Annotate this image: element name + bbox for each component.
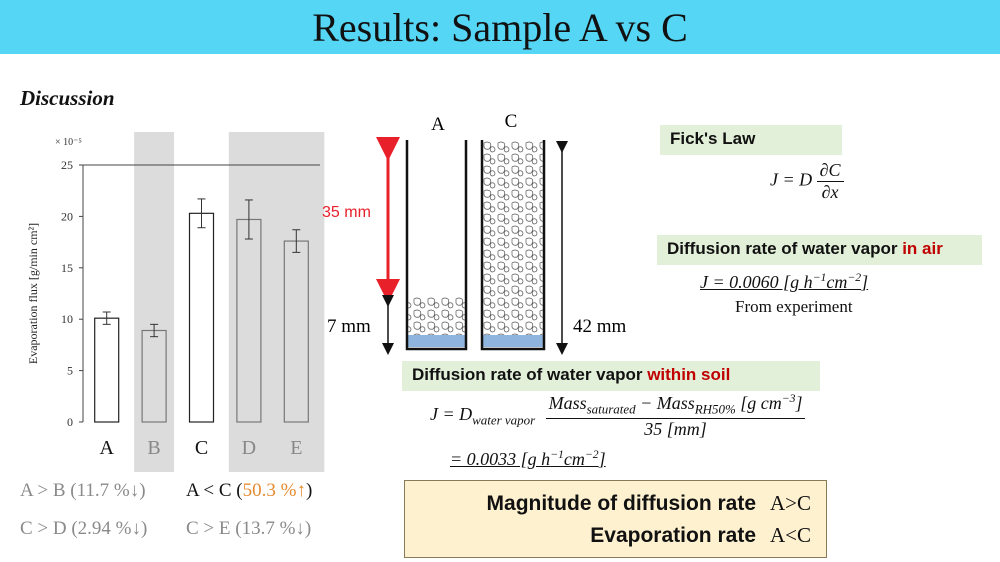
x-tick-label-a: A [99,437,114,459]
y-tick-label: 25 [61,158,73,172]
bar-c [188,212,215,423]
summary-row-diffusion: Magnitude of diffusion rate A>C [486,491,812,515]
ficks-law-equation: J = D ∂C ∂x [770,160,844,203]
air-diffusion-equation: J = 0.0060 [g h−1cm−2] [700,271,869,292]
air-diffusion-note: From experiment [735,297,853,316]
y-tick-label: 10 [61,312,73,326]
bar-d [236,218,262,423]
soil-column-diagram: A C 35 mm 7 mm 42 mm [322,111,627,355]
title-bar: Results: Sample A vs C [0,0,1000,54]
air-diffusion-title: Diffusion rate of water vapor in air [657,235,982,265]
column-a-soil [408,297,465,335]
comparison-c-d: C > D (2.94 %↓) [20,518,148,539]
comparison-c-e: C > E (13.7 %↓) [186,518,312,539]
column-c-wall [480,140,546,351]
tall-label: 42 mm [573,316,627,337]
summary-box: Magnitude of diffusion rate A>C Evaporati… [404,480,827,558]
evaporation-bar-chart: 0 5 10 15 20 25 × 10⁻⁵ Evaporation flux [g/min … [26,132,325,472]
discussion-label: Discussion [20,86,115,110]
column-a-water [408,335,465,347]
y-tick-label: 15 [61,261,73,275]
y-tick-label: 0 [67,415,73,429]
y-axis-label: Evaporation flux [g/min cm²] [26,223,40,364]
y-tick-label: 5 [67,364,73,378]
soil-diffusion-title: Diffusion rate of water vapor within soi… [402,361,820,391]
soil-diffusion-result: = 0.0033 [g h−1cm−2] [450,448,606,469]
x-tick-label-b: B [147,437,160,459]
comparison-a-c: A < C (50.3 %↑) [186,480,313,501]
y-scale-label: × 10⁻⁵ [55,137,82,148]
x-tick-label-c: C [195,437,208,459]
column-c-water [483,335,543,347]
column-c [480,140,546,351]
comparison-a-c-value: 50.3 %↑ [242,480,306,501]
column-a-label: A [431,114,445,135]
gap-label: 35 mm [322,204,371,221]
x-tick-label-d: D [242,437,256,459]
column-a [405,140,468,351]
comparison-a-b: A > B (11.7 %↓) [20,480,146,501]
ficks-law-title: Fick's Law [660,125,842,155]
bar-a [94,317,120,423]
bar-b [141,329,167,423]
slide-title: Results: Sample A vs C [312,4,688,50]
column-c-label: C [505,111,518,132]
column-a-wall [405,140,468,351]
soil-diffusion-equation: J = Dwater vapor Masssaturated − MassRH5… [430,392,806,440]
bar-e [283,240,309,423]
x-tick-label-e: E [290,437,302,459]
column-c-soil [483,141,543,335]
y-tick-label: 20 [61,209,73,223]
summary-row-evaporation: Evaporation rate A<C [590,523,812,547]
short-label: 7 mm [327,316,371,337]
